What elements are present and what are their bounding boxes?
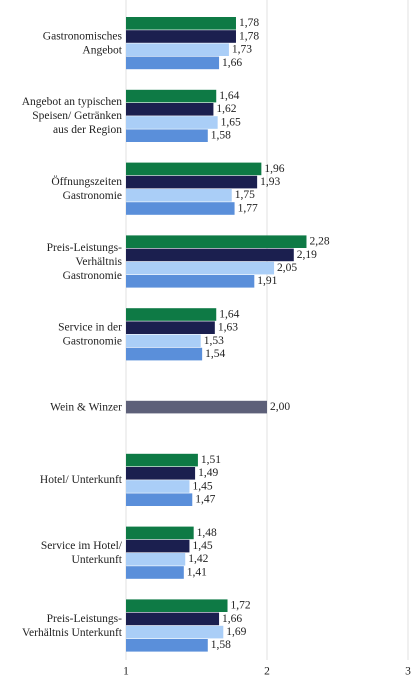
bar <box>126 189 232 202</box>
bar <box>126 89 217 103</box>
bar <box>126 248 294 262</box>
value-label: 1,72 <box>231 600 251 612</box>
bar <box>126 539 190 553</box>
value-label: 2,28 <box>309 236 329 248</box>
bar <box>126 321 215 334</box>
bar <box>126 308 217 321</box>
bar <box>126 202 235 215</box>
bar <box>126 129 208 142</box>
value-label: 1,58 <box>211 130 231 142</box>
value-label: 1,45 <box>192 540 212 552</box>
bar <box>126 30 236 43</box>
value-label: 2,19 <box>297 249 317 261</box>
value-label: 1,78 <box>239 17 259 29</box>
bar <box>126 162 262 176</box>
bar <box>126 625 224 639</box>
bar <box>126 612 220 626</box>
value-label: 1,41 <box>187 566 207 578</box>
bar <box>126 599 228 612</box>
bar <box>126 553 186 566</box>
value-label: 1,73 <box>232 44 252 56</box>
value-label: 1,66 <box>222 57 242 69</box>
bar <box>126 334 201 348</box>
value-label: 1,96 <box>264 163 284 175</box>
bar <box>126 175 258 189</box>
x-tick-label: 1 <box>123 666 129 678</box>
category-label: Preis-Leistungs-Verhältnis Gastronomie <box>47 241 123 281</box>
category-label: Wein & Winzer <box>50 401 122 413</box>
value-label: 2,00 <box>270 401 290 413</box>
bar <box>126 400 267 414</box>
value-label: 1,47 <box>195 494 215 506</box>
bar <box>126 467 196 480</box>
value-label: 1,51 <box>201 454 221 466</box>
bar <box>126 480 190 493</box>
bar <box>126 639 208 652</box>
value-label: 1,62 <box>216 103 236 115</box>
bar <box>126 116 218 129</box>
value-label: 1,58 <box>211 639 231 651</box>
value-label: 1,66 <box>222 613 242 625</box>
value-label: 1,65 <box>221 116 241 128</box>
category-label: Preis-Leistungs-Verhältnis Unterkunft <box>22 612 123 638</box>
value-label: 1,91 <box>257 275 277 287</box>
bar <box>126 275 255 288</box>
x-tick-label: 3 <box>405 666 411 678</box>
category-label: Service im Hotel/Unterkunft <box>41 540 123 566</box>
bar <box>126 235 307 248</box>
value-label: 1,93 <box>260 176 280 188</box>
category-label: Angebot an typischen Speisen/ Getränken au… <box>22 96 123 136</box>
bar <box>126 17 236 30</box>
bar <box>126 526 194 540</box>
category-label: Service in der Gastronomie <box>58 321 122 347</box>
bar <box>126 453 198 467</box>
bar <box>126 566 184 579</box>
value-label: 1,64 <box>219 90 239 102</box>
bar <box>126 347 203 361</box>
value-label: 1,78 <box>239 30 259 42</box>
bar <box>126 43 229 56</box>
category-label: Hotel/ Unterkunft <box>40 474 123 486</box>
value-label: 1,48 <box>197 527 217 539</box>
x-tick-label: 2 <box>264 666 270 678</box>
bar <box>126 261 275 275</box>
bar <box>126 103 214 116</box>
value-label: 1,64 <box>219 308 239 320</box>
value-label: 1,69 <box>226 626 246 638</box>
value-label: 1,75 <box>235 189 255 201</box>
category-label: Gastronomisches Angebot <box>43 30 123 56</box>
value-label: 2,05 <box>277 262 297 274</box>
value-label: 1,45 <box>192 480 212 492</box>
category-label: Öffnungszeiten Gastronomie <box>51 174 122 202</box>
value-label: 1,77 <box>238 202 258 214</box>
bar <box>126 493 193 506</box>
value-label: 1,49 <box>198 467 218 479</box>
value-label: 1,54 <box>205 348 225 360</box>
bar <box>126 56 220 70</box>
value-label: 1,53 <box>204 335 224 347</box>
value-label: 1,42 <box>188 553 208 565</box>
value-label: 1,63 <box>218 322 238 334</box>
